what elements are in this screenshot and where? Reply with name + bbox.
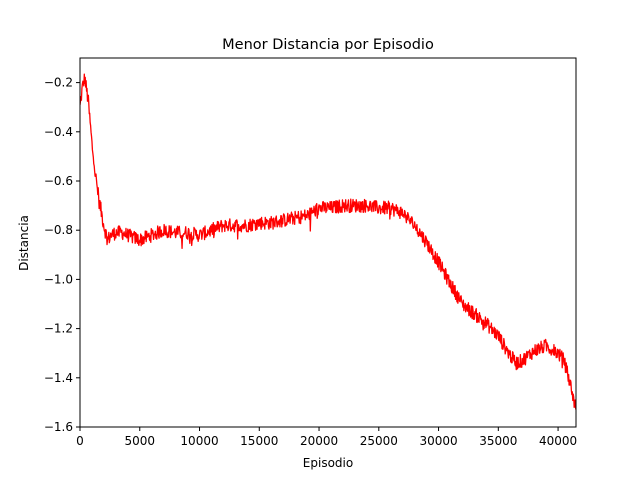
y-axis-title: Distancia (17, 215, 31, 271)
x-tick-label: 40000 (539, 434, 577, 448)
x-tick-label: 35000 (479, 434, 517, 448)
y-tick-label: −1.2 (44, 322, 73, 336)
x-axis: 0 5000 10000 15000 20000 25000 30000 35000 40000 (76, 427, 577, 448)
plot-area (80, 73, 576, 410)
y-tick-label: −0.8 (44, 223, 73, 237)
y-tick-label: −1.6 (44, 420, 73, 434)
y-tick-label: −0.4 (44, 125, 73, 139)
y-tick-label: −1.4 (44, 371, 73, 385)
x-tick-label: 15000 (240, 434, 278, 448)
x-tick-label: 0 (76, 434, 84, 448)
y-tick-label: −0.6 (44, 174, 73, 188)
y-tick-label: −1.0 (44, 272, 73, 286)
y-tick-label: −0.2 (44, 76, 73, 90)
x-tick-label: 30000 (419, 434, 457, 448)
x-tick-label: 25000 (360, 434, 398, 448)
y-axis: −1.6 −1.4 −1.2 −1.0 −0.8 −0.6 −0.4 −0.2 (44, 76, 80, 434)
x-tick-label: 20000 (300, 434, 338, 448)
chart-title: Menor Distancia por Episodio (222, 37, 434, 53)
x-tick-label: 10000 (180, 434, 218, 448)
x-tick-label: 5000 (124, 434, 155, 448)
x-axis-title: Episodio (303, 456, 353, 470)
plot-frame (79, 57, 577, 428)
series-line (80, 73, 576, 410)
